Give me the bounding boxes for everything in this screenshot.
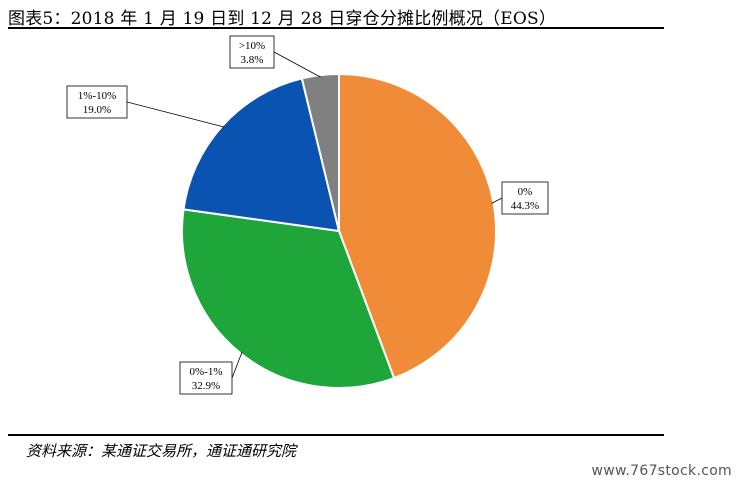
title-divider [8,27,664,29]
slice-category-label: 1%-10% [78,90,117,102]
slice-category-label: >10% [239,40,265,52]
slice-category-label: 0% [518,186,533,198]
leader-line [273,51,321,78]
leader-line [231,351,243,379]
pie-slice [300,72,340,232]
source-divider [8,434,664,436]
site-watermark: www.767stock.com [591,463,732,479]
slice-category-label: 0%-1% [190,366,223,378]
data-label-box [179,361,233,395]
leader-line [491,197,503,204]
chart-title: 图表5：2018 年 1 月 19 日到 12 月 28 日穿仓分摊比例概况（E… [8,9,557,29]
slice-labels: 0% 44.3% 0%-1% 32.9% 1%-10% 19.0% >10% 3.8% [66,35,549,395]
data-label-box [501,181,549,215]
data-label-box [66,85,128,119]
leader-lines [126,51,503,379]
leader-line [126,101,225,128]
slice-value-label: 32.9% [192,380,220,392]
pie-slice [181,208,396,389]
data-label-box [229,35,275,69]
slice-value-label: 19.0% [83,104,111,116]
pie-slice [338,72,497,380]
pie-slice [182,77,341,233]
slice-value-label: 44.3% [511,200,539,212]
pie-slices [181,72,497,389]
source-note: 资料来源：某通证交易所，通证通研究院 [26,442,297,460]
slice-value-label: 3.8% [241,54,264,66]
